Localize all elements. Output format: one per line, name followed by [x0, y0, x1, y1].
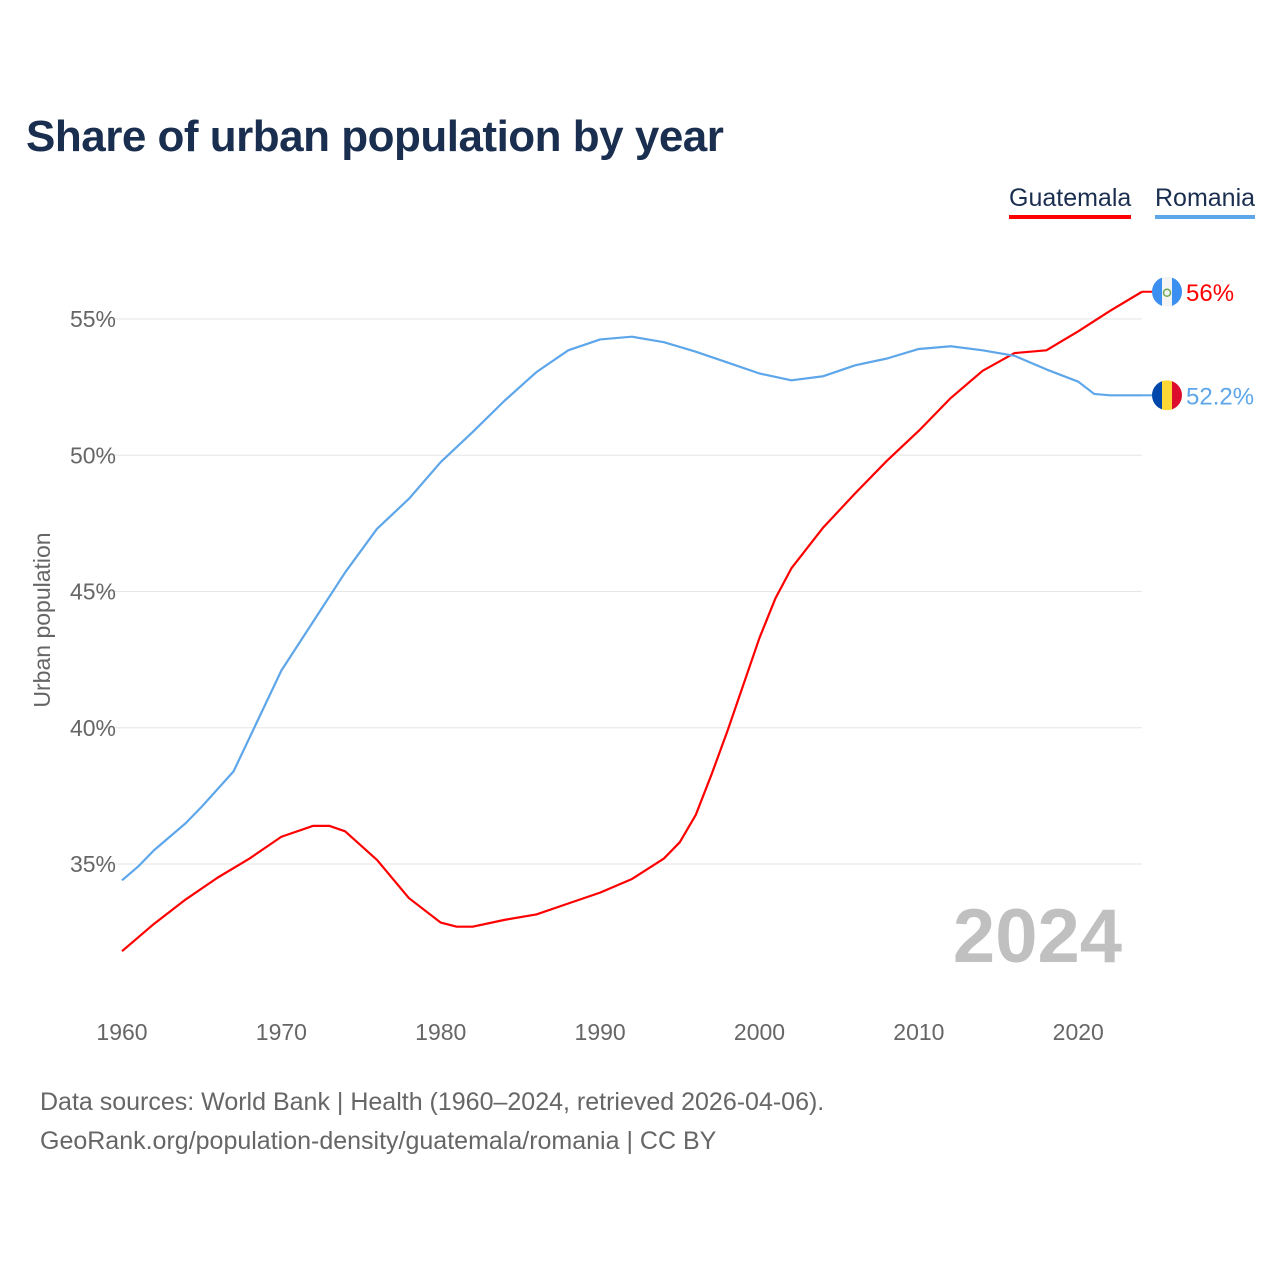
guatemala-flag-icon	[1152, 276, 1182, 307]
end-value-label: 52.2%	[1186, 383, 1254, 410]
flag-yellow-band	[1162, 380, 1172, 411]
flag-blue-band	[1152, 380, 1162, 411]
y-tick-label: 55%	[70, 306, 116, 332]
flag-blue-band	[1172, 276, 1182, 307]
end-value-label: 56%	[1186, 280, 1234, 307]
x-tick-label: 2010	[893, 1019, 944, 1045]
y-tick-label: 50%	[70, 442, 116, 468]
chart-title: Share of urban population by year	[26, 112, 724, 161]
y-axis-label: Urban population	[29, 532, 55, 707]
series-line-guatemala	[121, 290, 1143, 953]
x-tick-label: 1970	[256, 1019, 307, 1045]
x-tick-label: 2000	[734, 1019, 785, 1045]
series-line-romania	[121, 335, 1142, 882]
source-line: Data sources: World Bank | Health (1960–…	[40, 1088, 825, 1116]
x-tick-label: 1980	[415, 1019, 466, 1045]
year-annotation: 2024	[953, 894, 1122, 979]
x-tick-label: 1960	[96, 1019, 147, 1045]
flag-body	[1152, 276, 1182, 307]
flag-body	[1152, 380, 1182, 411]
flag-emblem	[1162, 288, 1172, 297]
source-link[interactable]: GeoRank.org/population-density/guatemala…	[40, 1127, 717, 1155]
legend-romania[interactable]: Romania	[1155, 184, 1256, 219]
flag-red-band	[1172, 380, 1182, 411]
flag-blue-band	[1152, 276, 1162, 307]
romania-flag-icon	[1152, 380, 1182, 411]
y-tick-label: 45%	[70, 579, 116, 605]
y-tick-label: 35%	[70, 851, 116, 877]
legend-guatemala[interactable]: Guatemala	[1009, 184, 1132, 219]
y-tick-label: 40%	[70, 715, 116, 741]
x-tick-label: 2020	[1053, 1019, 1104, 1045]
line-chart: 35% 40% 45% 50% 55% 1960 1970 1980 1990 2000 2010 2…	[29, 276, 1254, 1045]
x-tick-label: 1990	[575, 1019, 626, 1045]
